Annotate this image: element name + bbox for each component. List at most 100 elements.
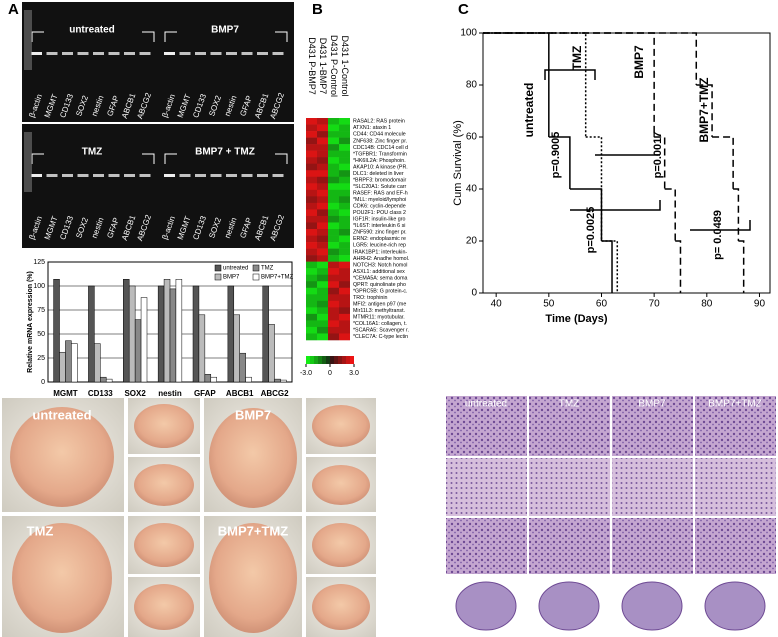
histology-label: BMP7+TMZ [708, 399, 762, 410]
gel-band [77, 52, 89, 55]
gene-label: *IL6ST: interleukin 6 si [353, 223, 405, 229]
gel-band [210, 52, 222, 55]
heatmap-cell [328, 268, 339, 276]
heatmap-cell [306, 294, 317, 302]
gene-label: RASEF: RAS and EF-h [353, 190, 408, 196]
heatmap-cell [339, 242, 350, 249]
heatmap-cell [317, 268, 328, 276]
gene-label: ZNF590: zinc finger pr. [353, 230, 407, 236]
heatmap-cell [306, 144, 317, 151]
brain [10, 407, 114, 507]
survival-step [548, 136, 571, 189]
bar [192, 285, 200, 383]
series-label: BMP7+TMZ [697, 77, 711, 142]
heatmap-cell [306, 118, 317, 125]
histology-label: untreated [465, 399, 507, 410]
heatmap-cell [306, 287, 317, 295]
heatmap-cell [339, 281, 350, 289]
histology-label: BMP7 [638, 399, 666, 410]
bar [105, 378, 113, 383]
heatmap-cell [317, 209, 328, 217]
heatmap-cell [328, 137, 339, 145]
heatmap-cell [339, 202, 350, 210]
heatmap-cell [317, 202, 328, 210]
gel-band [46, 174, 58, 177]
column-label: D431 1-Control [340, 35, 350, 96]
heatmap-cell [317, 281, 328, 289]
x-tick-label: ABCG2 [261, 389, 290, 398]
heatmap-cell [339, 183, 350, 191]
colorbar-segment [342, 356, 346, 364]
histology-image [446, 396, 527, 456]
heatmap-cell [317, 196, 328, 204]
gel-band [241, 52, 253, 55]
colorbar-segment [326, 356, 330, 364]
x-tick-label: 50 [543, 299, 555, 310]
heatmap-cell [328, 189, 339, 197]
bar [100, 376, 107, 383]
colorbar-segment [334, 356, 338, 364]
heatmap-cell [339, 294, 350, 302]
gel-band [93, 174, 104, 177]
gel-band [31, 52, 42, 55]
survival-step [664, 188, 676, 241]
brain-slice [134, 404, 194, 448]
gene-label: IGF1R: insulin-like gro [353, 217, 405, 223]
gene-label: *MLL: myeloid/lymphoi [353, 197, 406, 203]
heatmap-cell [317, 287, 328, 295]
survival-step [585, 136, 603, 241]
brain-slice [312, 584, 370, 630]
bar [59, 351, 66, 383]
heatmap-cell [328, 131, 339, 138]
heatmap-cell [339, 118, 350, 125]
panel-letter: B [312, 1, 323, 18]
heatmap-cell [328, 215, 339, 223]
heatmap-cell [317, 313, 328, 321]
y-tick-label: 40 [466, 184, 478, 195]
bar [227, 285, 235, 383]
heatmap-cell [317, 118, 328, 125]
heatmap-cell [328, 255, 339, 262]
bar [268, 324, 275, 383]
gel-image [22, 124, 294, 248]
heatmap-cell [339, 248, 350, 256]
heatmap-cell [317, 163, 328, 171]
bar [169, 288, 177, 383]
bar [71, 343, 78, 383]
histology-image [529, 396, 610, 456]
histology-image [612, 518, 693, 574]
gel-band [195, 174, 206, 177]
heatmap-cell [328, 176, 339, 184]
survival-step [738, 240, 745, 293]
brain-section [621, 581, 683, 631]
gene-label: *SLC20A1: Solute carr [353, 184, 407, 190]
gene-label: LGR5: leucine-rich rep [353, 243, 406, 249]
colorbar-segment [346, 356, 350, 364]
heatmap-cell [317, 131, 328, 138]
legend-label: untreated [223, 266, 248, 272]
colorbar-segment [330, 356, 334, 364]
gene-label: NOTCH3: Notch homol [353, 262, 407, 268]
heatmap-cell [317, 150, 328, 158]
gene-label: *SCARA5: Scavenger r. [353, 328, 409, 334]
gene-label: TRO: trophinin [353, 295, 387, 301]
column-label: D431 1-BMP7 [318, 38, 328, 95]
y-axis-title: Cum Survival (%) [452, 120, 464, 206]
colorbar-label: -3.0 [300, 370, 312, 377]
x-tick-label: CD133 [88, 389, 113, 398]
brain [12, 523, 112, 633]
heatmap-cell [306, 209, 317, 217]
gel-band [241, 174, 253, 177]
heatmap-cell [328, 222, 339, 230]
bar [53, 279, 60, 383]
brain [209, 408, 297, 508]
heatmap-cell [339, 229, 350, 236]
survival-step [483, 32, 698, 85]
histology-image [612, 458, 693, 516]
heatmap-cell [328, 307, 339, 315]
heatmap-cell [317, 137, 328, 145]
legend-swatch [214, 264, 222, 272]
heatmap-cell [339, 320, 350, 328]
x-tick-label: 90 [754, 299, 766, 310]
bracket [570, 200, 661, 211]
